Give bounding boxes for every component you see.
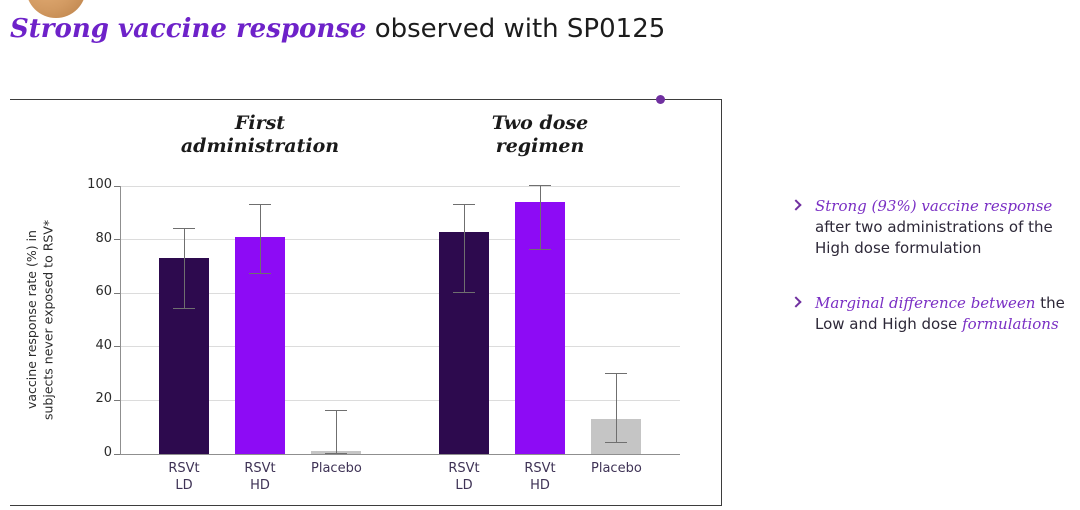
bullet-chevron-icon (790, 196, 804, 259)
bullet-text-segment: formulations (962, 315, 1059, 333)
error-bar-cap (173, 227, 195, 229)
bar-slot (439, 186, 489, 454)
bullet-text-segment: after two administrations of the High do… (815, 218, 1053, 257)
gridline (120, 239, 680, 241)
x-label: Placebo (311, 461, 362, 476)
error-bar-line (539, 186, 541, 251)
y-tick-label: 0 (103, 445, 112, 460)
y-tick (114, 239, 120, 241)
bullet-chevron-icon (790, 293, 804, 335)
group-title: Two dose regimen (491, 112, 589, 157)
error-bar-cap (605, 372, 627, 374)
error-bar-line (335, 411, 337, 454)
bullet-text: Strong (93%) vaccine response after two … (815, 196, 1068, 259)
error-bar-cap (249, 273, 271, 275)
gridline (120, 453, 680, 455)
error-bar-line (615, 373, 617, 444)
error-bar-cap (529, 249, 551, 251)
x-label: RSVt HD (524, 461, 556, 493)
gridline (120, 346, 680, 348)
error-bar-cap (249, 203, 271, 205)
x-label-row: RSVt LD RSVt HD Placebo RSVt LD RSVt HD Place… (120, 461, 680, 495)
error-bar-cap (325, 453, 347, 454)
x-label: Placebo (591, 461, 642, 476)
y-tick-label: 100 (87, 177, 112, 192)
group-title: First administration (180, 112, 340, 157)
bullet-text-segment: Strong (93%) vaccine response (815, 197, 1053, 215)
y-tick-label: 40 (95, 337, 112, 353)
y-tick-label: 20 (95, 391, 112, 407)
bar-slot (235, 186, 285, 454)
y-tick (114, 399, 120, 401)
plot-area (120, 185, 680, 455)
bullet-item: Marginal difference between the Low and … (790, 293, 1068, 335)
bullet-text: Marginal difference between the Low and … (815, 293, 1068, 335)
x-label-group: RSVt LD RSVt HD Placebo (400, 461, 680, 495)
bullet-list: Strong (93%) vaccine response after two … (790, 196, 1068, 335)
error-bar-line (259, 204, 261, 275)
x-label-group: RSVt LD RSVt HD Placebo (120, 461, 400, 495)
bullet-text-segment: Marginal difference between (815, 294, 1036, 312)
bar-group (400, 185, 680, 454)
y-tick (114, 346, 120, 348)
error-bar-cap (173, 308, 195, 310)
bar-slot (515, 185, 565, 454)
bullet-item: Strong (93%) vaccine response after two … (790, 196, 1068, 259)
x-label: RSVt LD (448, 461, 480, 493)
bar-group (120, 186, 400, 454)
y-tick-label: 60 (95, 284, 112, 300)
error-bar-cap (605, 442, 627, 444)
error-bar-line (183, 228, 185, 310)
x-label: RSVt HD (244, 461, 276, 493)
y-tick (114, 453, 120, 455)
bar-slot (159, 186, 209, 454)
error-bar-line (463, 204, 465, 294)
y-tick (114, 292, 120, 294)
bar-slot (591, 186, 641, 454)
y-axis-line (120, 186, 121, 454)
gridline (120, 399, 680, 401)
bar-slot (311, 186, 361, 454)
page-title-emphasis: Strong vaccine response (10, 14, 367, 44)
panel-corner-dot (656, 95, 665, 104)
y-tick (114, 185, 120, 187)
y-axis-label: vaccine response rate (%) in subjects ne… (24, 219, 56, 421)
chevron-right-icon (790, 199, 802, 211)
error-bar-cap (325, 410, 347, 412)
chart-panel: vaccine response rate (%) in subjects ne… (10, 95, 722, 506)
error-bar-cap (453, 292, 475, 294)
error-bar-cap (529, 185, 551, 186)
bullet-text-segment: the Low and High dose (815, 294, 1065, 333)
gridline (120, 292, 680, 294)
corner-photo-cropped (26, 0, 86, 18)
page-title-rest: observed with SP0125 (366, 14, 666, 44)
error-bar-cap (453, 203, 475, 205)
gridline (120, 185, 680, 187)
page-title: Strong vaccine response observed with SP… (10, 14, 665, 44)
chevron-right-icon (790, 296, 802, 308)
y-tick-label: 80 (95, 230, 112, 246)
x-label: RSVt LD (168, 461, 200, 493)
